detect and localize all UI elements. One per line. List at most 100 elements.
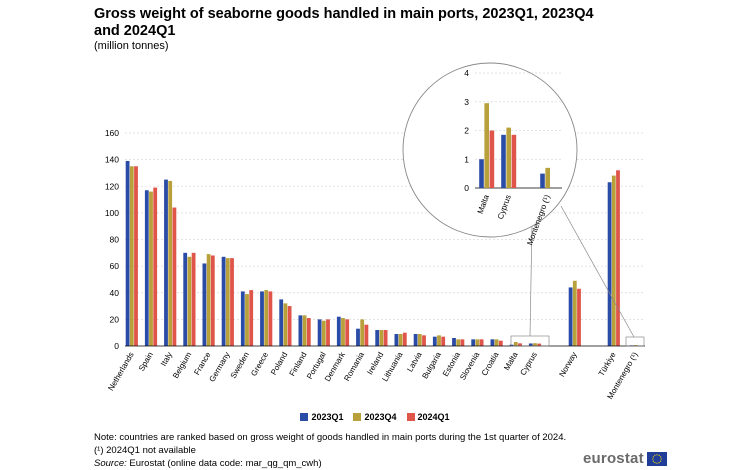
bar-2024q1-t-rkiye <box>616 170 620 346</box>
bar-2023q4-latvia <box>417 334 422 346</box>
bar-2024q1-norway <box>577 288 581 346</box>
eurostat-logo: eurostat <box>583 450 667 467</box>
inset-bar-2023q4-montenegro- <box>545 167 550 188</box>
bar-2023q4-croatia <box>494 339 499 346</box>
bar-2023q1-bulgaria <box>432 336 437 346</box>
bar-2023q1-france <box>202 263 207 346</box>
flag-star <box>656 453 658 455</box>
bar-2024q1-lithuania <box>402 332 407 346</box>
bar-2023q1-italy <box>164 179 168 346</box>
flag-star <box>656 462 658 464</box>
bar-2024q1-bulgaria <box>441 336 446 346</box>
inset-y-tick-label: 2 <box>464 126 469 136</box>
bar-2023q1-romania <box>356 328 360 346</box>
bar-2024q1-cyprus <box>537 343 542 346</box>
chart-unit-label: (million tonnes) <box>94 40 169 52</box>
bar-2024q1-belgium <box>191 252 196 346</box>
y-tick-label: 0 <box>114 341 119 351</box>
bar-2023q4-bulgaria <box>437 335 441 346</box>
inset-y-tick-label: 0 <box>464 183 469 193</box>
bar-2024q1-spain <box>153 187 158 346</box>
x-tick-label: Türkiye <box>597 350 618 378</box>
bar-2024q1-slovenia <box>479 339 484 346</box>
bar-2023q4-cyprus <box>533 343 537 346</box>
bar-2024q1-greece <box>268 291 273 346</box>
bar-2023q4-spain <box>149 191 153 346</box>
flag-star <box>652 455 654 457</box>
y-tick-label: 20 <box>110 314 120 324</box>
source-note: Source: Eurostat (online data code: mar_… <box>94 458 322 469</box>
x-tick-label: Greece <box>249 350 270 378</box>
bar-2024q1-latvia <box>422 335 426 346</box>
bar-2023q4-germany <box>225 258 230 346</box>
bar-2023q4-malta <box>513 342 518 346</box>
x-tick-label: Ireland <box>365 351 385 377</box>
x-tick-label: Norway <box>557 351 578 379</box>
bar-2023q4-finland <box>302 315 307 346</box>
bar-2023q1-belgium <box>183 252 188 346</box>
bar-2023q4-estonia <box>456 339 461 346</box>
bar-2024q1-finland <box>306 318 311 346</box>
inset-y-tick-label: 1 <box>464 154 469 164</box>
flag-star <box>660 457 662 460</box>
eu-flag-icon <box>646 451 667 466</box>
bar-2023q4-france <box>206 254 211 346</box>
x-tick-label: Netherlands <box>106 351 135 393</box>
bar-2023q4-sweden <box>245 294 249 346</box>
bar-2023q4-montenegro- <box>633 345 638 346</box>
inset-bar-2023q4-cyprus <box>506 127 511 188</box>
legend: 2023Q1 2023Q4 2024Q1 <box>0 412 750 422</box>
y-tick-label: 60 <box>110 261 120 271</box>
legend-label: 2023Q1 <box>311 412 344 422</box>
bar-2023q1-slovenia <box>471 339 476 346</box>
legend-swatch <box>406 413 415 421</box>
bar-2024q1-romania <box>364 324 369 346</box>
x-tick-label: Spain <box>137 351 155 373</box>
x-tick-label: Italy <box>159 351 174 368</box>
bar-2023q1-denmark <box>336 316 341 346</box>
bar-2024q1-croatia <box>498 340 503 346</box>
bar-2024q1-ireland <box>383 330 388 346</box>
bar-2023q4-norway <box>572 280 577 346</box>
flag-star <box>658 454 660 456</box>
y-tick-label: 140 <box>105 155 119 165</box>
zoom-connector <box>560 205 635 338</box>
inset-bar-2023q1-cyprus <box>501 134 506 188</box>
inset-bar-2023q1-malta <box>479 159 484 188</box>
bar-2023q1-ireland <box>375 330 380 346</box>
bar-2023q4-greece <box>264 290 269 346</box>
bar-2023q1-croatia <box>490 339 495 346</box>
footnote: (¹) 2024Q1 not available <box>94 445 196 456</box>
bar-2023q4-romania <box>360 319 365 346</box>
x-tick-label: Cyprus <box>518 351 538 377</box>
bar-2023q4-italy <box>168 180 173 346</box>
bar-2023q4-portugal <box>321 320 326 346</box>
source-text: Eurostat (online data code: mar_qg_qm_cw… <box>126 458 322 469</box>
bar-2024q1-poland <box>287 306 292 346</box>
x-tick-label: Malta <box>502 350 520 372</box>
inset-bar-2023q4-malta <box>484 103 489 188</box>
bar-2023q1-netherlands <box>125 160 130 346</box>
legend-swatch <box>300 413 309 421</box>
bar-2024q1-sweden <box>249 290 254 346</box>
x-tick-label: France <box>192 350 213 377</box>
source-label: Source: <box>94 458 127 469</box>
bar-2023q1-norway <box>568 287 573 346</box>
bar-2024q1-portugal <box>326 319 330 346</box>
bar-2023q1-spain <box>144 190 149 346</box>
bar-2023q4-belgium <box>187 256 192 346</box>
bar-2024q1-france <box>210 255 215 346</box>
bar-2024q1-netherlands <box>134 166 138 346</box>
bar-2023q4-denmark <box>341 318 345 346</box>
bar-2023q1-malta <box>509 344 514 346</box>
legend-swatch <box>353 413 362 421</box>
flag-star <box>654 454 656 456</box>
bar-2023q1-sweden <box>240 291 245 346</box>
y-tick-label: 80 <box>110 235 120 245</box>
flag-star <box>652 460 654 462</box>
flag-star <box>654 461 656 463</box>
inset-bar-2024q1-cyprus <box>511 134 517 188</box>
bar-2024q1-malta <box>518 343 522 346</box>
zoom-connector <box>529 223 533 337</box>
